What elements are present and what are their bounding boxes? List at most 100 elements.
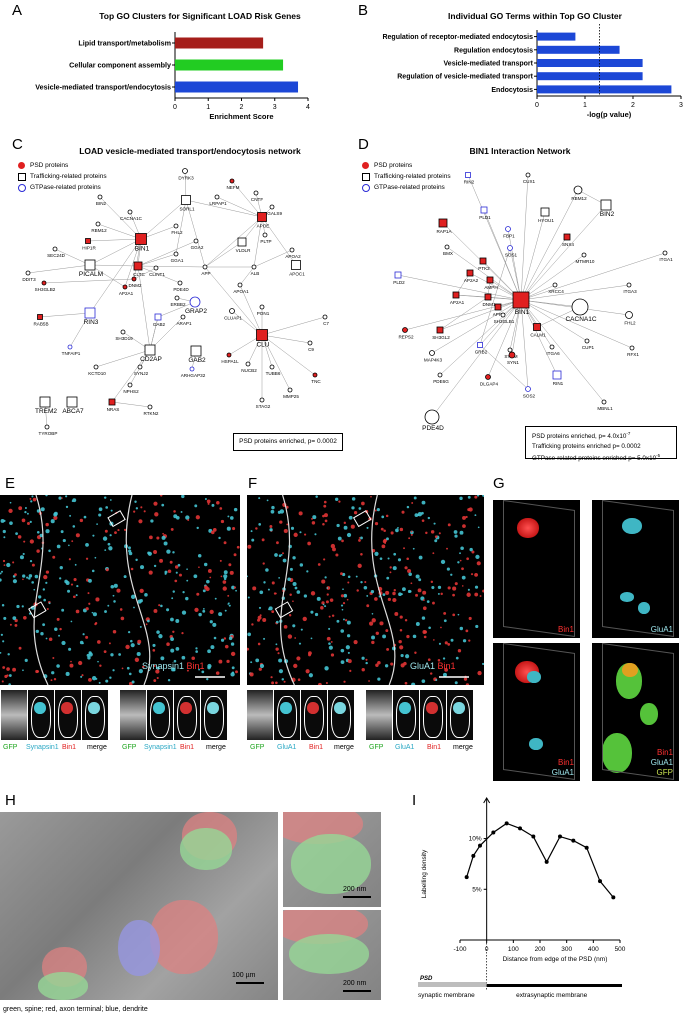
cyan-punctum xyxy=(271,505,275,510)
red-punctum xyxy=(331,614,335,617)
cyan-punctum xyxy=(92,612,97,617)
node-hip1r xyxy=(85,238,91,244)
red-punctum xyxy=(88,602,91,605)
cyan-punctum xyxy=(482,662,484,666)
red-punctum xyxy=(468,616,472,621)
spine-outline xyxy=(177,696,197,738)
red-punctum xyxy=(465,683,470,685)
red-punctum xyxy=(320,606,324,610)
cyan-punctum xyxy=(437,585,442,590)
data-point-12 xyxy=(598,879,602,884)
red-punctum xyxy=(70,660,72,663)
category-label-3: Vesicle-mediated transport/endocytosis xyxy=(35,83,171,92)
cyan-punctum xyxy=(140,565,145,570)
cyan-punctum xyxy=(365,661,368,665)
spine-outline xyxy=(304,696,324,738)
cyan-punctum xyxy=(98,513,102,517)
red-punctum xyxy=(6,667,10,671)
red-punctum xyxy=(452,593,455,597)
node-reps2-label: REPS2 xyxy=(398,335,414,340)
node-synm xyxy=(507,347,513,353)
node-nphs2 xyxy=(127,382,133,388)
red-punctum xyxy=(220,519,225,524)
cyan-punctum xyxy=(109,534,112,537)
node-cgals9-label: CGALS9 xyxy=(264,211,283,216)
spine-outline xyxy=(31,696,51,738)
node-gab2 xyxy=(190,345,202,357)
cyan-punctum xyxy=(457,561,460,564)
node-itga6-label: ITGA6 xyxy=(546,351,560,356)
inset-tile xyxy=(147,690,173,740)
cyan-punctum xyxy=(292,624,296,628)
red-punctum xyxy=(162,532,164,535)
cyan-punctum xyxy=(22,574,26,578)
spine-outline xyxy=(450,696,470,738)
node-gga1-label: GGA1 xyxy=(171,258,184,263)
cyan-punctum xyxy=(446,567,450,571)
red-punctum xyxy=(275,681,278,685)
node-grb2-label: GRB2 xyxy=(475,350,488,355)
node-pde4d-label: PDE4D xyxy=(173,287,189,292)
cyan-punctum xyxy=(67,589,71,593)
node-pon1-label: PON1 xyxy=(257,311,270,316)
edge xyxy=(431,299,522,354)
cyan-punctum xyxy=(152,643,156,647)
cyan-punctum xyxy=(0,519,5,523)
cyan-punctum xyxy=(197,553,202,558)
note-c: PSD proteins enriched, p= 0.0002 xyxy=(233,433,343,451)
edge xyxy=(439,299,522,376)
cyan-punctum xyxy=(278,669,284,674)
red-punctum xyxy=(269,525,273,528)
red-punctum xyxy=(406,634,410,639)
red-punctum xyxy=(145,623,148,626)
edge xyxy=(239,266,255,286)
node-itga3-label: ITGA3 xyxy=(623,289,637,294)
edge xyxy=(204,216,263,268)
red-punctum xyxy=(233,553,237,557)
cyan-punctum xyxy=(40,632,44,636)
node-xrcc4 xyxy=(552,282,558,288)
red-punctum xyxy=(273,592,277,595)
red-punctum xyxy=(446,547,448,550)
red-punctum xyxy=(207,569,212,573)
cyan-punctum xyxy=(213,636,217,640)
red-punctum xyxy=(394,611,399,616)
inset-tile xyxy=(447,690,473,740)
edge xyxy=(231,180,263,218)
axon-terminal xyxy=(150,900,218,974)
red-punctum xyxy=(440,626,442,629)
red-punctum xyxy=(434,535,438,539)
cyan-punctum xyxy=(306,570,309,573)
node-sh3glb2-label: SH3GLB2 xyxy=(35,287,56,292)
node-kctd10 xyxy=(93,364,99,370)
cyan-punctum xyxy=(415,574,420,579)
cyan-punctum xyxy=(53,511,58,516)
red-punctum xyxy=(422,590,427,595)
synaptic-membrane-label: synaptic membrane xyxy=(418,992,475,999)
cyan-punctum xyxy=(45,529,50,534)
cyan-punctum xyxy=(127,631,131,634)
cyan-punctum xyxy=(201,670,205,674)
cyan-punctum xyxy=(460,546,464,551)
node-mtmr10-label: MTMR10 xyxy=(576,259,595,264)
node-synj2 xyxy=(137,364,143,370)
spine xyxy=(180,828,232,870)
node-fbp1-label: FBP1 xyxy=(503,234,515,239)
red-punctum xyxy=(181,632,184,635)
red-punctum xyxy=(474,592,479,597)
red-punctum xyxy=(429,672,433,675)
cyan-punctum xyxy=(328,627,331,630)
node-apph-label: APPH xyxy=(493,312,506,317)
caption-f-gfp-2: GFP xyxy=(369,744,384,751)
red-punctum xyxy=(79,518,84,523)
cyan-punctum xyxy=(277,510,281,514)
cyan-punctum xyxy=(355,575,358,578)
cyan-punctum xyxy=(45,637,48,640)
roi-box xyxy=(107,510,126,528)
cyan-punctum xyxy=(336,523,340,528)
node-clu-label: CLU xyxy=(256,342,269,349)
inset-tile xyxy=(120,690,146,740)
cyan-punctum xyxy=(156,666,160,670)
node-cntf-label: CNTF xyxy=(251,197,263,202)
cyan-punctum xyxy=(255,658,260,663)
